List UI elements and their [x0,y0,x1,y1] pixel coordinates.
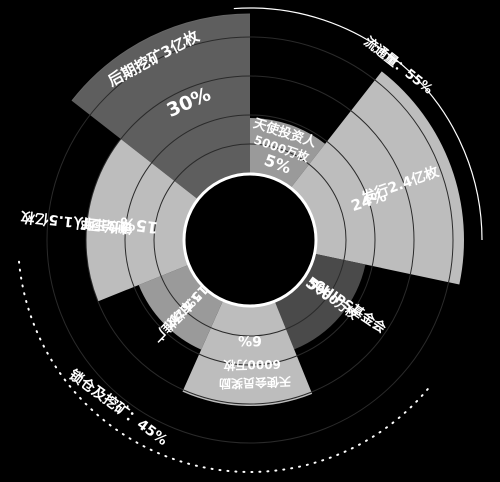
wedge-angel-member-reward [182,300,313,406]
grid-ring-3 [85,75,415,405]
label-locked-mining: 锁仓及挖矿：45% [66,366,171,449]
grid-ring-2 [124,114,376,366]
wedges-layer [71,13,464,406]
wedge-mining [71,13,250,200]
wedge-chips-foundation [274,253,366,350]
grid-ring-4 [46,36,454,444]
inner-hole [182,172,318,308]
wedge-issuance [290,71,464,285]
outer-arc-locked [17,259,429,473]
label-angel-member-reward-value: 6% [238,332,262,348]
label-angel-member-reward-sub: 6000万枚 [222,357,281,373]
outer-arc-circulation [233,7,483,241]
rings-layer [17,7,483,473]
grid-ring-1 [153,143,347,337]
wedge-angel-investor [250,118,326,188]
label-founding-team-sub: 锁仓三年 [80,215,133,236]
outer-arc-mining [71,13,251,102]
wedge-founding-team [86,139,198,302]
label-angel-member-reward-name: 天使会员奖励 [219,374,291,392]
